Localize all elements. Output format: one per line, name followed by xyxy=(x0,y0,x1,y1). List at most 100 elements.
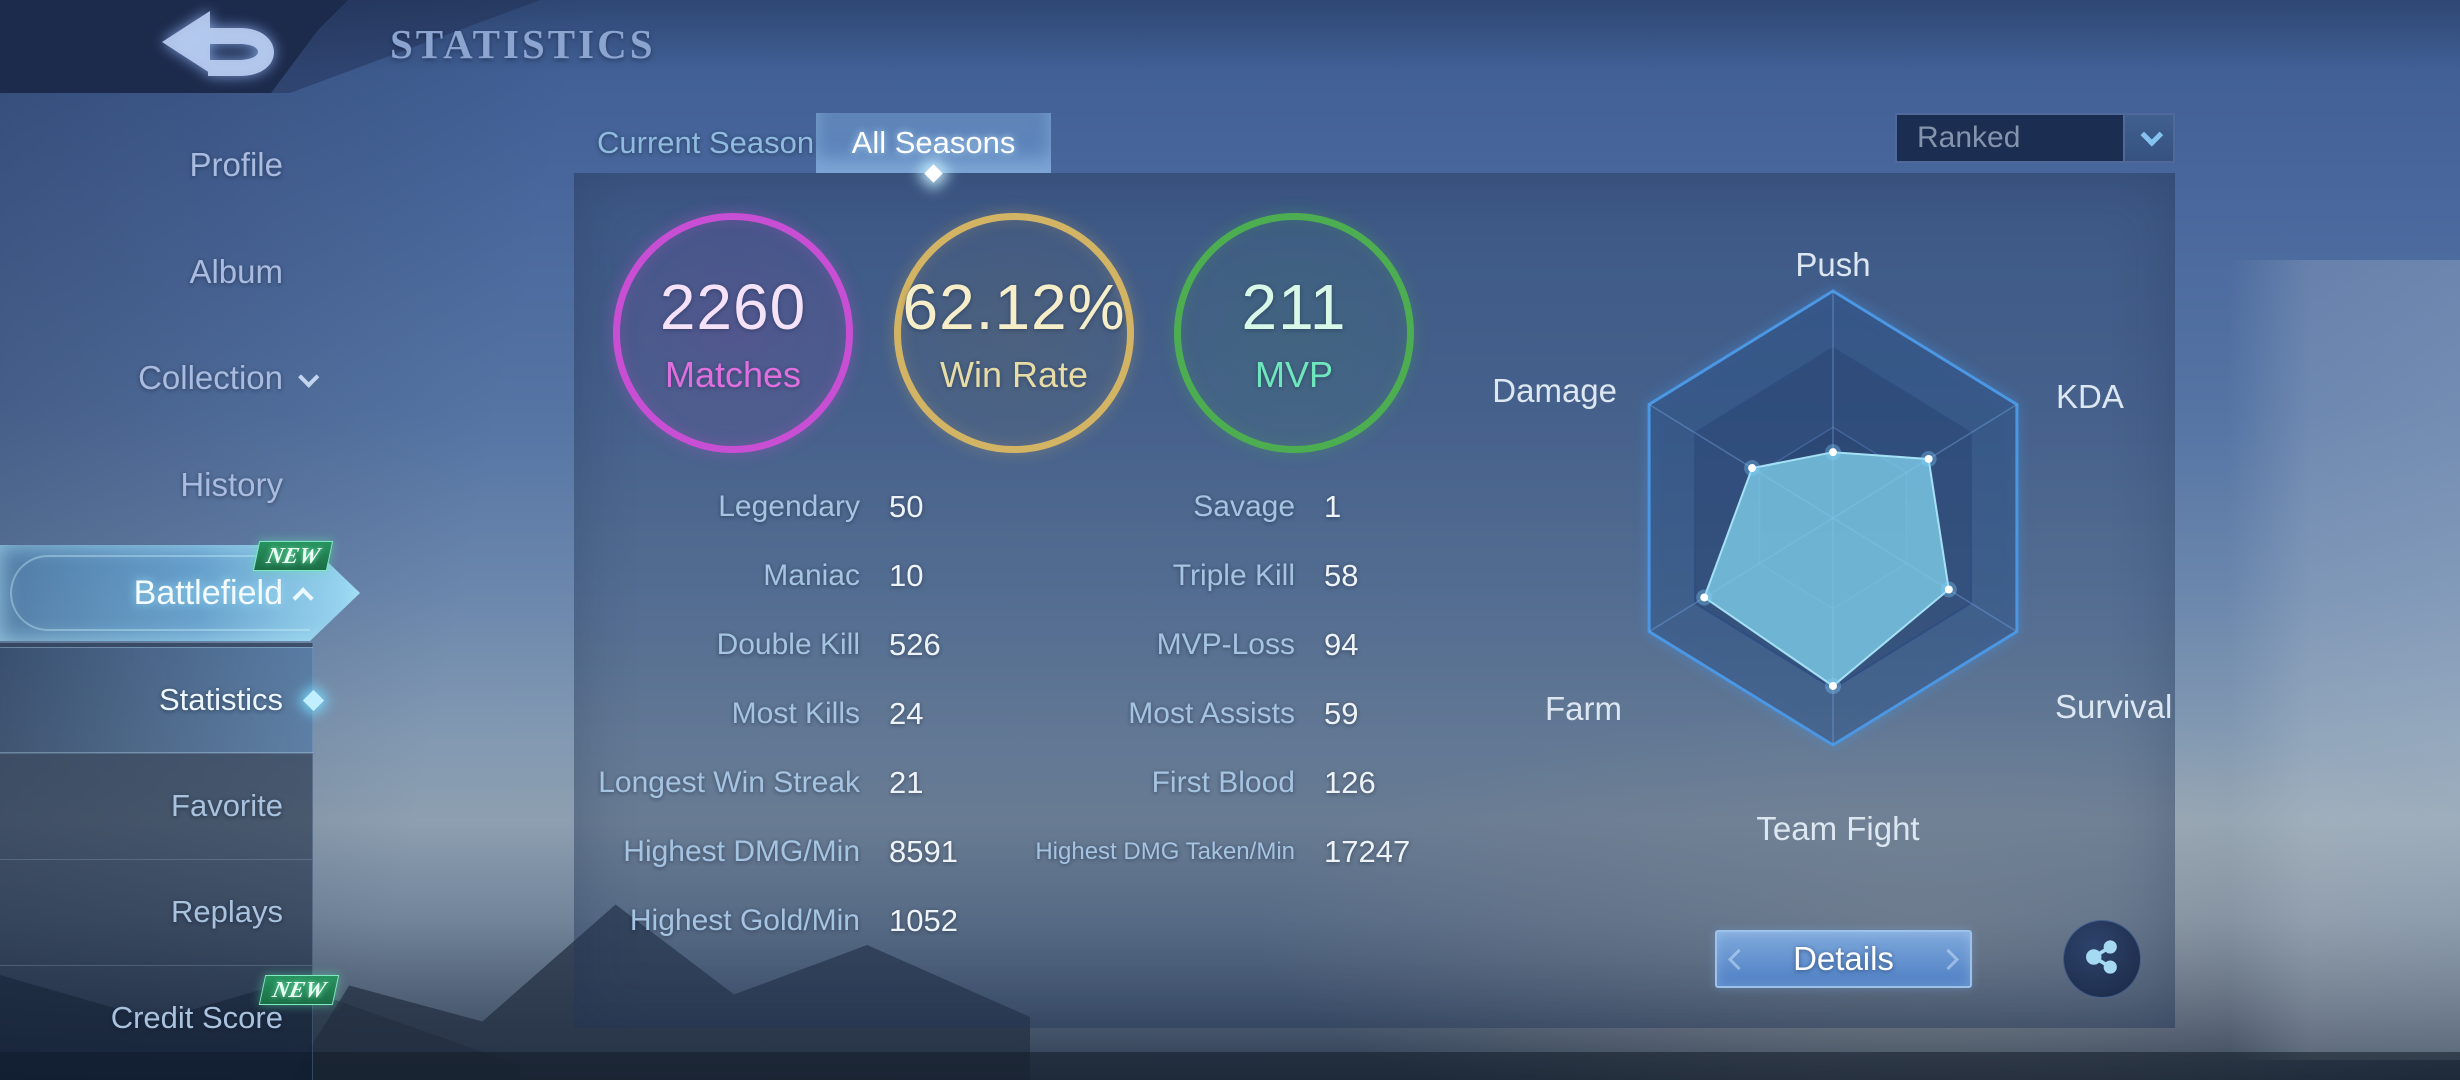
background-bottom-strip xyxy=(0,1052,2460,1080)
radar-axis-label: KDA xyxy=(2056,378,2124,415)
sidebar-item-label: Profile xyxy=(189,146,283,183)
stat-label: Savage xyxy=(1193,489,1295,523)
stat-value: 1052 xyxy=(889,902,958,938)
mvp-value: 211 xyxy=(1241,271,1347,343)
stat-value: 21 xyxy=(889,764,924,800)
stat-label: Longest Win Streak xyxy=(598,765,860,799)
matches-label: Matches xyxy=(664,354,802,395)
background-light-band xyxy=(2228,260,2460,1060)
radar-axis-label: Team Fight xyxy=(1756,810,1919,847)
stat-value: 1 xyxy=(1324,488,1342,524)
stat-value: 50 xyxy=(889,488,924,524)
stat-row: Legendary 50 xyxy=(574,472,958,541)
stat-label: Highest Gold/Min xyxy=(629,903,860,937)
dropdown-value: Ranked xyxy=(1917,121,2021,154)
tab-all-seasons[interactable]: All Seasons xyxy=(816,113,1051,183)
stat-row: Most Assists 59 xyxy=(980,679,1410,748)
stat-row: Highest DMG/Min 8591 xyxy=(574,817,958,886)
radar-axis-label: Survival xyxy=(2055,688,2172,725)
tab-label: All Seasons xyxy=(851,125,1016,160)
dropdown-button[interactable] xyxy=(2123,115,2173,161)
winrate-label: Win Rate xyxy=(939,354,1089,395)
stat-value: 8591 xyxy=(889,833,958,869)
submenu-divider xyxy=(0,753,312,754)
stat-value: 58 xyxy=(1324,557,1359,593)
tab-current-season[interactable]: Current Season xyxy=(597,113,814,173)
share-button[interactable] xyxy=(2063,920,2141,998)
stat-row: Highest DMG Taken/Min 17247 xyxy=(980,817,1410,886)
back-undo-arrow-icon xyxy=(155,11,287,92)
page-title: STATISTICS xyxy=(390,21,656,67)
stat-label: Highest DMG/Min xyxy=(623,834,860,868)
stat-value: 17247 xyxy=(1324,833,1411,869)
stat-value: 94 xyxy=(1324,626,1359,662)
sidebar-item-battlefield[interactable]: Battlefield xyxy=(0,563,320,623)
submenu-selected-highlight xyxy=(0,647,313,753)
submenu-divider xyxy=(0,965,312,966)
winrate-value: 62.12% xyxy=(902,271,1126,343)
performance-radar-chart: Push KDA Survival Team Fight Farm Damage xyxy=(1492,246,2172,847)
tab-label: Current Season xyxy=(597,125,815,160)
stat-label: Most Assists xyxy=(1128,696,1295,730)
submenu-item-label: Statistics xyxy=(158,682,283,717)
stat-label: Highest DMG Taken/Min xyxy=(1035,837,1295,865)
stat-value: 59 xyxy=(1324,695,1359,731)
stat-row: Longest Win Streak 21 xyxy=(574,748,958,817)
submenu-item-label: Favorite xyxy=(171,788,283,823)
stats-column-left: Legendary 50 Maniac 10 Double Kill 526 Most… xyxy=(574,472,958,955)
sidebar-item-album[interactable]: Album xyxy=(0,242,320,302)
sidebar-item-profile[interactable]: Profile xyxy=(0,135,320,195)
stat-label: Double Kill xyxy=(716,627,860,661)
radar-axis-label: Damage xyxy=(1492,372,1617,409)
stat-row: First Blood 126 xyxy=(980,748,1410,817)
submenu-item-statistics[interactable]: Statistics xyxy=(0,647,313,753)
sidebar-item-battlefield-banner[interactable] xyxy=(0,545,360,641)
stat-label: MVP-Loss xyxy=(1156,627,1295,661)
stat-row: Double Kill 526 xyxy=(574,610,958,679)
matches-circle: 2260 Matches xyxy=(613,213,853,453)
details-button-label: Details xyxy=(1793,940,1894,977)
stat-row: Highest Gold/Min 1052 xyxy=(574,886,958,955)
mode-filter-dropdown[interactable]: Ranked xyxy=(1895,113,2175,163)
share-icon xyxy=(2080,935,2124,984)
sidebar-item-label: Collection xyxy=(138,359,283,396)
sidebar-item-label: Battlefield xyxy=(133,574,283,612)
new-badge: NEW xyxy=(258,975,340,1005)
submenu-divider xyxy=(0,859,312,860)
stat-row: Savage 1 xyxy=(980,472,1410,541)
stat-row: Most Kills 24 xyxy=(574,679,958,748)
mvp-label: MVP xyxy=(1254,354,1333,395)
stats-column-right: Savage 1 Triple Kill 58 MVP-Loss 94 Most As… xyxy=(980,472,1410,886)
banner-swoosh-decoration xyxy=(10,555,310,631)
background-top-shade xyxy=(0,0,2460,72)
submenu-item-favorite[interactable]: Favorite xyxy=(0,753,313,859)
stat-value: 10 xyxy=(889,557,924,593)
sidebar-item-collection[interactable]: Collection xyxy=(0,348,320,408)
battlefield-submenu: Statistics Favorite Replays Credit Score xyxy=(0,643,325,1080)
stat-label: Maniac xyxy=(763,558,860,592)
matches-value: 2260 xyxy=(659,271,807,343)
sidebar-item-label: Album xyxy=(189,253,283,290)
stat-row: Maniac 10 xyxy=(574,541,958,610)
sidebar-item-label: History xyxy=(180,466,283,503)
stat-label: First Blood xyxy=(1151,765,1295,799)
back-button[interactable] xyxy=(155,8,287,88)
winrate-circle: 62.12% Win Rate xyxy=(894,213,1134,453)
stat-row: Triple Kill 58 xyxy=(980,541,1410,610)
chevron-down-icon xyxy=(298,366,320,388)
stat-label: Triple Kill xyxy=(1172,558,1295,592)
submenu-item-credit-score[interactable]: Credit Score xyxy=(0,965,313,1071)
chevron-down-icon xyxy=(2140,123,2164,147)
stat-row: MVP-Loss 94 xyxy=(980,610,1410,679)
chevron-up-icon xyxy=(292,587,314,609)
details-button[interactable]: Details xyxy=(1715,930,1972,988)
mvp-circle: 211 MVP xyxy=(1174,213,1414,453)
stat-value: 126 xyxy=(1324,764,1376,800)
submenu-item-replays[interactable]: Replays xyxy=(0,859,313,965)
submenu-item-label: Replays xyxy=(171,894,283,929)
radar-axis-label: Push xyxy=(1795,246,1870,283)
sidebar-item-history[interactable]: History xyxy=(0,455,320,515)
stat-label: Legendary xyxy=(718,489,860,523)
submenu-item-label: Credit Score xyxy=(110,1000,283,1035)
